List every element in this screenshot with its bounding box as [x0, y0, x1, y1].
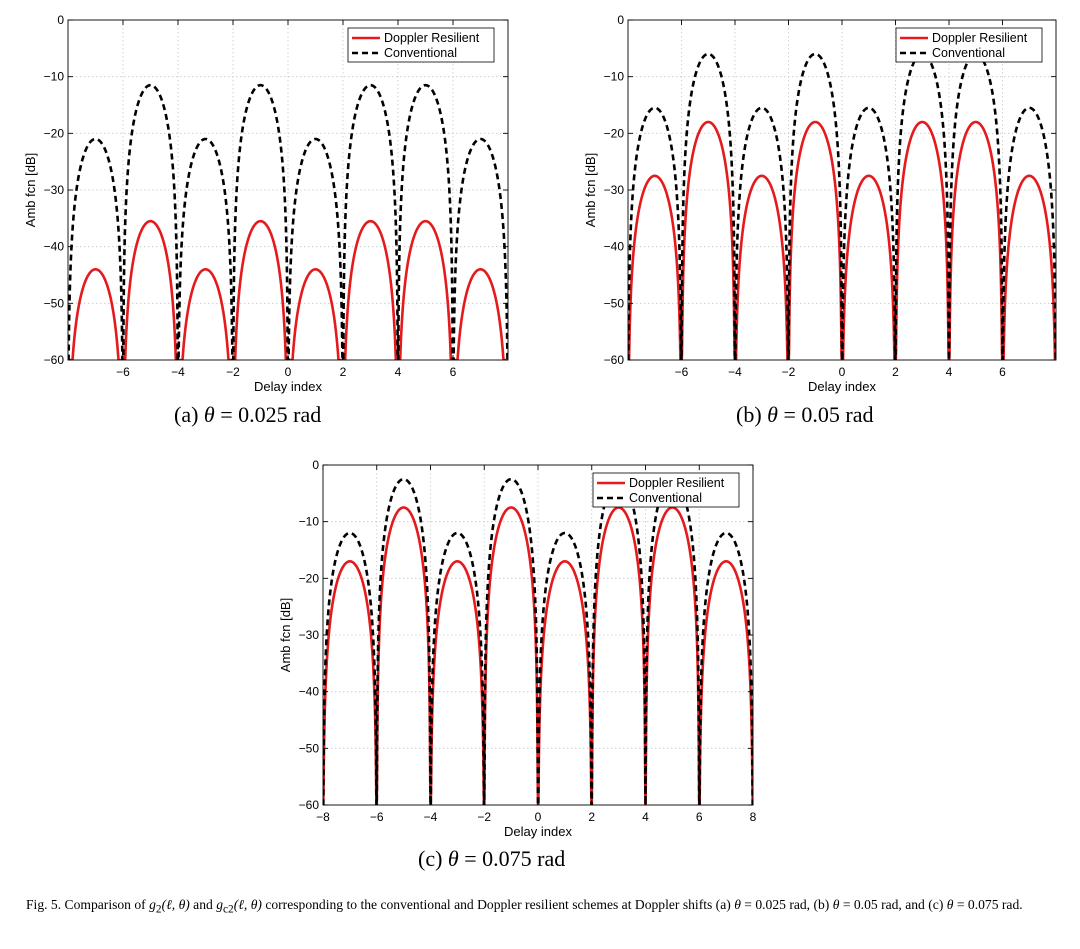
- figure-caption: Fig. 5. Comparison of g2(ℓ, θ) and gc2(ℓ…: [26, 897, 1023, 916]
- y-tick-label: −10: [604, 70, 625, 84]
- x-tick-label: −2: [782, 365, 796, 379]
- y-tick-label: 0: [617, 13, 624, 27]
- y-tick-label: −40: [44, 240, 65, 254]
- x-tick-label: 0: [285, 365, 292, 379]
- x-tick-label: 4: [395, 365, 402, 379]
- chart-panel-c: 0 −10 −20 −30 −40 −50 −60 −8 −6 −4 −2 0 2 4 6 8 Delay in…: [270, 445, 800, 845]
- subcaption-a: (a) θ = 0.025 rad: [174, 402, 322, 427]
- x-axis-label: Delay index: [504, 824, 572, 839]
- x-tick-label: 2: [340, 365, 347, 379]
- x-tick-label: 0: [839, 365, 846, 379]
- legend-label: Conventional: [384, 46, 457, 60]
- series-line-doppler-resilient: [323, 506, 753, 805]
- x-tick-label: 2: [588, 810, 595, 824]
- y-tick-label: −30: [299, 628, 320, 642]
- grid: [68, 20, 508, 360]
- curves: [68, 83, 508, 360]
- y-tick-label: −20: [44, 126, 65, 140]
- x-tick-label: 4: [642, 810, 649, 824]
- legend-box: [592, 472, 740, 508]
- x-tick-label: −6: [675, 365, 689, 379]
- legend-box: [895, 27, 1043, 63]
- y-tick-label: 0: [312, 458, 319, 472]
- y-axis-label: Amb fcn [dB]: [23, 153, 38, 227]
- x-tick-label: 6: [450, 365, 457, 379]
- legend-label: Conventional: [629, 491, 702, 505]
- y-tick-label: −20: [604, 126, 625, 140]
- x-tick-label: 2: [892, 365, 899, 379]
- subcaption-b: (b) θ = 0.05 rad: [736, 402, 874, 427]
- legend-label: Doppler Resilient: [629, 476, 725, 490]
- y-tick-label: −60: [604, 353, 625, 367]
- series-line-doppler-resilient: [68, 219, 508, 360]
- y-tick-label: −50: [299, 741, 320, 755]
- y-tick-label: −40: [299, 685, 320, 699]
- x-tick-label: −6: [370, 810, 384, 824]
- legend-label: Doppler Resilient: [384, 31, 480, 45]
- series-line-conventional: [628, 52, 1056, 360]
- chart-panel-b: 0 −10 −20 −30 −40 −50 −60 −6 −4 −2 0 2 4 6 Delay index…: [550, 0, 1080, 400]
- x-axis-label: Delay index: [808, 379, 876, 394]
- y-tick-label: −30: [604, 183, 625, 197]
- series-line-conventional: [68, 83, 508, 360]
- y-tick-label: −30: [44, 183, 65, 197]
- x-tick-label: −4: [728, 365, 742, 379]
- x-tick-label: 6: [696, 810, 703, 824]
- y-tick-label: −50: [604, 296, 625, 310]
- x-tick-label: 0: [535, 810, 542, 824]
- legend-label: Doppler Resilient: [932, 31, 1028, 45]
- grid: [323, 465, 753, 805]
- x-tick-label: −2: [226, 365, 240, 379]
- series-line-doppler-resilient: [628, 120, 1056, 360]
- y-tick-label: −50: [44, 296, 65, 310]
- y-axis-label: Amb fcn [dB]: [583, 153, 598, 227]
- y-tick-label: −10: [44, 70, 65, 84]
- y-axis-label: Amb fcn [dB]: [278, 598, 293, 672]
- curves: [628, 52, 1056, 360]
- x-tick-label: 8: [750, 810, 757, 824]
- x-tick-label: 4: [946, 365, 953, 379]
- x-tick-label: 6: [999, 365, 1006, 379]
- x-tick-label: −6: [116, 365, 130, 379]
- y-tick-label: −10: [299, 515, 320, 529]
- x-tick-label: −2: [477, 810, 491, 824]
- x-axis-label: Delay index: [254, 379, 322, 394]
- x-tick-label: −4: [424, 810, 438, 824]
- y-tick-label: −20: [299, 571, 320, 585]
- x-tick-label: −8: [316, 810, 330, 824]
- y-tick-label: −60: [44, 353, 65, 367]
- chart-panel-a: 0 −10 −20 −30 −40 −50 −60 −6 −4 −2 0 2 4 6 Delay index…: [0, 0, 530, 400]
- legend-box: [347, 27, 495, 63]
- y-tick-label: −40: [604, 240, 625, 254]
- x-tick-label: −4: [171, 365, 185, 379]
- legend-label: Conventional: [932, 46, 1005, 60]
- y-tick-label: 0: [57, 13, 64, 27]
- subcaption-c: (c) θ = 0.075 rad: [418, 846, 566, 871]
- y-tick-label: −60: [299, 798, 320, 812]
